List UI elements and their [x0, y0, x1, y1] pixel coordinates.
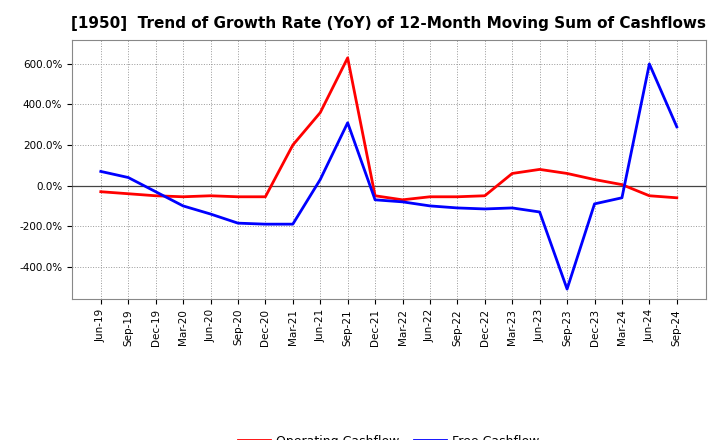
Operating Cashflow	[151, 193, 160, 198]
Legend: Operating Cashflow, Free Cashflow: Operating Cashflow, Free Cashflow	[233, 430, 544, 440]
Free Cashflow	[151, 189, 160, 194]
Free Cashflow	[398, 199, 407, 205]
Operating Cashflow	[672, 195, 681, 201]
Free Cashflow	[672, 124, 681, 129]
Operating Cashflow	[179, 194, 187, 199]
Operating Cashflow	[645, 193, 654, 198]
Free Cashflow	[206, 211, 215, 216]
Title: [1950]  Trend of Growth Rate (YoY) of 12-Month Moving Sum of Cashflows: [1950] Trend of Growth Rate (YoY) of 12-…	[71, 16, 706, 32]
Free Cashflow	[261, 221, 270, 227]
Operating Cashflow	[508, 171, 516, 176]
Operating Cashflow	[343, 55, 352, 60]
Free Cashflow	[343, 120, 352, 125]
Free Cashflow	[508, 205, 516, 211]
Free Cashflow	[426, 203, 434, 209]
Free Cashflow	[371, 197, 379, 202]
Free Cashflow	[645, 61, 654, 66]
Operating Cashflow	[289, 143, 297, 148]
Operating Cashflow	[398, 197, 407, 202]
Operating Cashflow	[563, 171, 572, 176]
Operating Cashflow	[233, 194, 242, 199]
Operating Cashflow	[536, 167, 544, 172]
Line: Operating Cashflow: Operating Cashflow	[101, 58, 677, 200]
Free Cashflow	[536, 209, 544, 215]
Operating Cashflow	[453, 194, 462, 199]
Operating Cashflow	[371, 193, 379, 198]
Operating Cashflow	[206, 193, 215, 198]
Free Cashflow	[124, 175, 132, 180]
Free Cashflow	[618, 195, 626, 201]
Line: Free Cashflow: Free Cashflow	[101, 64, 677, 289]
Free Cashflow	[96, 169, 105, 174]
Free Cashflow	[179, 203, 187, 209]
Free Cashflow	[590, 201, 599, 206]
Free Cashflow	[480, 206, 489, 212]
Operating Cashflow	[316, 110, 325, 115]
Operating Cashflow	[124, 191, 132, 196]
Operating Cashflow	[261, 194, 270, 199]
Operating Cashflow	[618, 182, 626, 187]
Free Cashflow	[289, 221, 297, 227]
Operating Cashflow	[96, 189, 105, 194]
Operating Cashflow	[480, 193, 489, 198]
Free Cashflow	[233, 220, 242, 226]
Operating Cashflow	[590, 177, 599, 182]
Operating Cashflow	[426, 194, 434, 199]
Free Cashflow	[453, 205, 462, 211]
Free Cashflow	[563, 286, 572, 292]
Free Cashflow	[316, 177, 325, 182]
